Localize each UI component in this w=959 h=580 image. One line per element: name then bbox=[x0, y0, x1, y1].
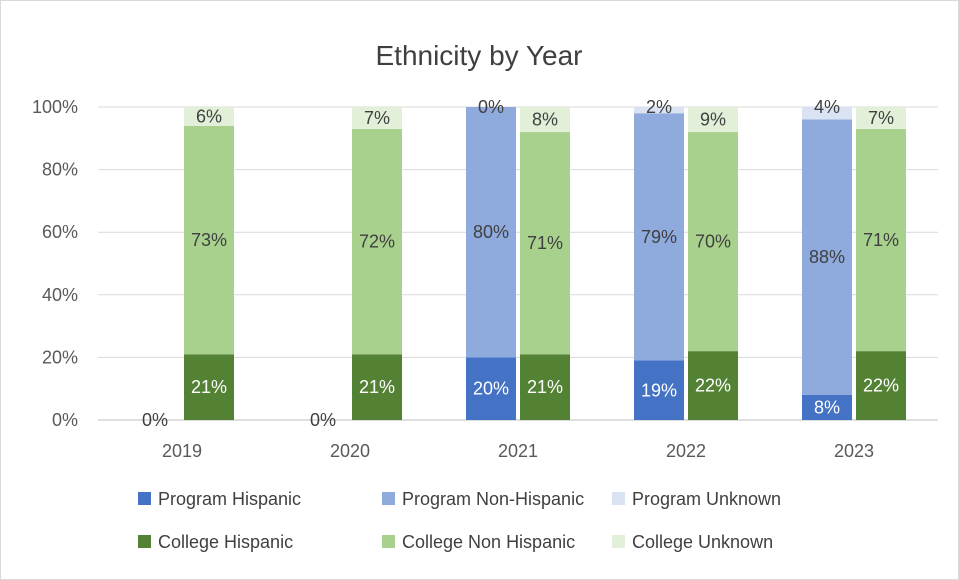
data-label: 73% bbox=[191, 230, 227, 250]
bar-segment bbox=[352, 107, 402, 129]
data-label: 72% bbox=[359, 232, 395, 252]
legend-label: Program Hispanic bbox=[158, 489, 301, 509]
data-label: 2% bbox=[646, 97, 672, 117]
bar-segment bbox=[634, 107, 684, 114]
data-label: 22% bbox=[695, 376, 731, 396]
data-label: 80% bbox=[473, 222, 509, 242]
bar-segment bbox=[520, 354, 570, 420]
legend-label: College Hispanic bbox=[158, 532, 293, 552]
legend-swatch bbox=[138, 492, 151, 505]
bar-segment bbox=[184, 354, 234, 420]
bar-segment bbox=[520, 107, 570, 133]
data-label: 79% bbox=[641, 227, 677, 247]
bar-segment bbox=[802, 107, 852, 120]
chart-title: Ethnicity by Year bbox=[375, 40, 582, 71]
y-tick-label: 100% bbox=[32, 97, 78, 117]
x-tick-label: 2023 bbox=[834, 441, 874, 461]
legend-swatch bbox=[382, 492, 395, 505]
legend-swatch bbox=[138, 535, 151, 548]
x-tick-label: 2019 bbox=[162, 441, 202, 461]
y-tick-label: 0% bbox=[52, 410, 78, 430]
y-tick-label: 20% bbox=[42, 347, 78, 367]
legend-swatch bbox=[612, 492, 625, 505]
data-label: 9% bbox=[700, 110, 726, 130]
bar-segment bbox=[688, 351, 738, 420]
data-label: 6% bbox=[196, 106, 222, 126]
legend-label: Program Non-Hispanic bbox=[402, 489, 584, 509]
bar-segment bbox=[688, 107, 738, 133]
y-tick-label: 60% bbox=[42, 222, 78, 242]
bar-segment bbox=[352, 354, 402, 420]
data-label: 7% bbox=[868, 108, 894, 128]
bar-segment bbox=[856, 351, 906, 420]
x-tick-label: 2022 bbox=[666, 441, 706, 461]
data-label: 21% bbox=[191, 377, 227, 397]
y-tick-label: 80% bbox=[42, 160, 78, 180]
data-labels: 0% 21% 73% 6% 0% 21% 72% 7% 20% 80% 0% 21% 71% 8% 19% 7… bbox=[142, 97, 899, 430]
bar-segment bbox=[466, 107, 516, 358]
x-tick-label: 2021 bbox=[498, 441, 538, 461]
data-label: 7% bbox=[364, 108, 390, 128]
bar-segment bbox=[802, 394, 852, 420]
gridlines bbox=[98, 106, 938, 421]
data-label: 8% bbox=[814, 397, 840, 417]
data-label: 71% bbox=[527, 233, 563, 253]
data-label: 71% bbox=[863, 230, 899, 250]
legend: Program Hispanic Program Non-Hispanic Prog… bbox=[138, 489, 781, 552]
bars bbox=[184, 107, 906, 420]
bar-segment bbox=[634, 113, 684, 361]
data-label: 22% bbox=[863, 376, 899, 396]
data-label: 88% bbox=[809, 247, 845, 267]
data-label: 0% bbox=[142, 410, 168, 430]
data-label: 20% bbox=[473, 379, 509, 399]
x-tick-label: 2020 bbox=[330, 441, 370, 461]
x-axis-ticks: 2019 2020 2021 2022 2023 bbox=[162, 441, 874, 461]
data-label: 21% bbox=[527, 377, 563, 397]
legend-label: College Unknown bbox=[632, 532, 773, 552]
legend-label: Program Unknown bbox=[632, 489, 781, 509]
legend-label: College Non Hispanic bbox=[402, 532, 575, 552]
legend-swatch bbox=[382, 535, 395, 548]
data-label: 21% bbox=[359, 377, 395, 397]
bar-segment bbox=[466, 357, 516, 420]
data-label: 0% bbox=[478, 97, 504, 117]
bar-segment bbox=[352, 128, 402, 355]
data-label: 0% bbox=[310, 410, 336, 430]
data-label: 4% bbox=[814, 97, 840, 117]
bar-segment bbox=[856, 107, 906, 129]
data-label: 70% bbox=[695, 232, 731, 252]
data-label: 19% bbox=[641, 380, 677, 400]
bar-segment bbox=[184, 125, 234, 355]
bar-segment bbox=[520, 132, 570, 355]
bar-segment bbox=[856, 128, 906, 352]
bar-segment bbox=[184, 107, 234, 126]
legend-swatch bbox=[612, 535, 625, 548]
bar-segment bbox=[634, 360, 684, 420]
y-axis-ticks: 0% 20% 40% 60% 80% 100% bbox=[32, 97, 78, 430]
bar-segment bbox=[802, 119, 852, 395]
bar-segment bbox=[688, 132, 738, 352]
data-label: 8% bbox=[532, 110, 558, 130]
y-tick-label: 40% bbox=[42, 285, 78, 305]
